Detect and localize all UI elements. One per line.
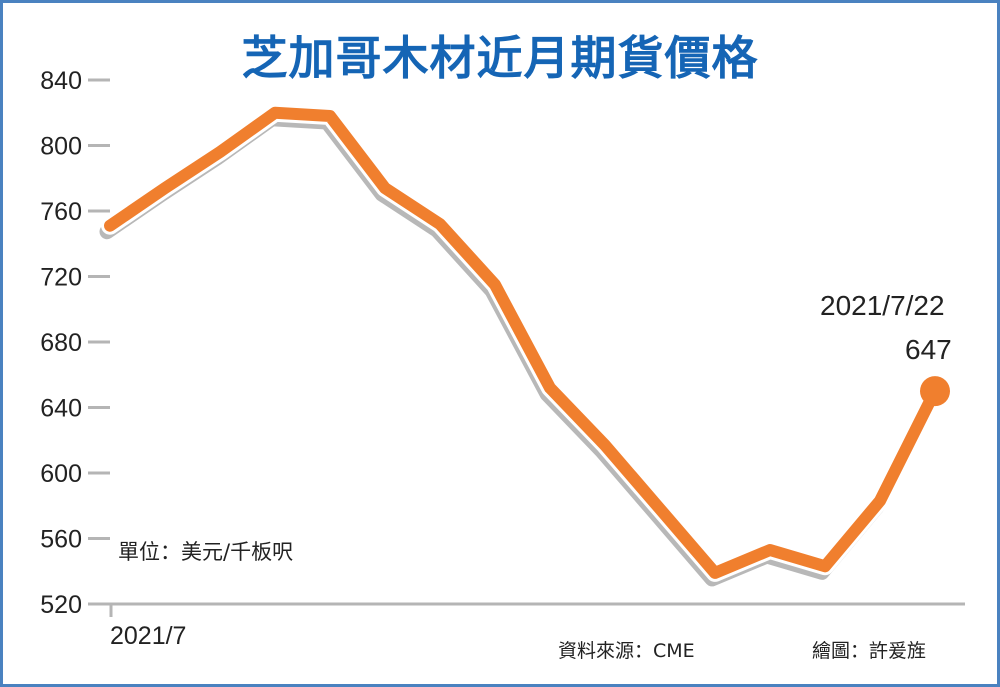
y-tick-label: 760 [40,198,82,226]
y-tick-label: 560 [40,526,82,554]
chart-title: 芝加哥木材近月期貨價格 [241,31,759,85]
y-tick-label: 520 [40,591,82,619]
unit-label: 單位：美元/千板呎 [118,540,294,564]
x-axis-start-label: 2021/7 [110,622,187,650]
end-point-marker [920,376,950,407]
y-tick-label: 800 [40,133,82,161]
annotation-value: 647 [905,334,952,365]
series-line [101,103,944,582]
series-line-path [104,106,941,579]
credit-label: 繪圖：許爰旌 [812,640,927,662]
y-tick-label: 840 [40,67,82,95]
end-point-dot [920,376,950,407]
annotation-date: 2021/7/22 [820,290,945,321]
y-tick-label: 680 [40,329,82,357]
y-tick-label: 600 [40,460,82,488]
y-tick-label: 640 [40,395,82,423]
y-tick-label: 720 [40,264,82,292]
y-axis-ticks: 840 800 760 720 680 640 600 560 520 [40,67,110,619]
source-label: 資料來源：CME [558,640,695,662]
